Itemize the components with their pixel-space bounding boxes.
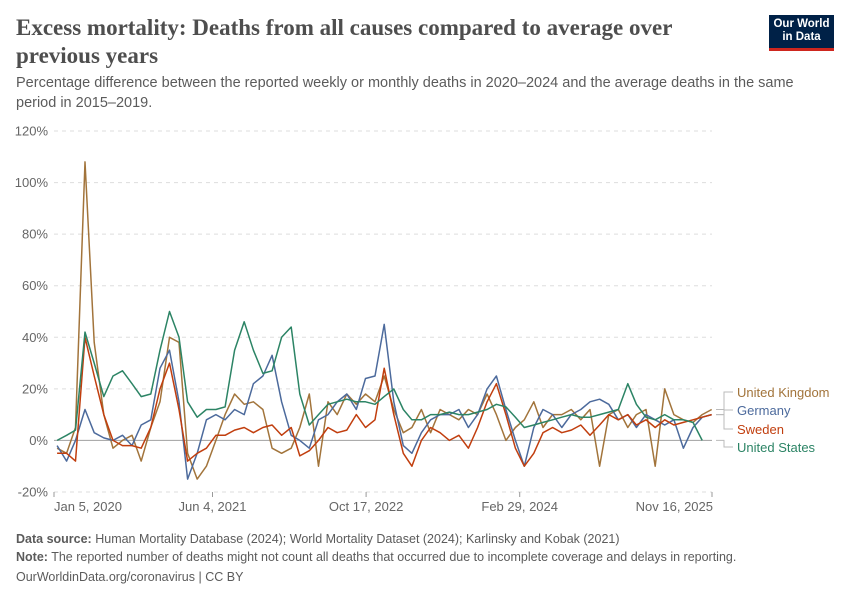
x-tick-label: Jan 5, 2020 [54, 499, 122, 514]
y-axis-tick-labels: -20% 0% 20% 40% 60% 80% 100% 120% [15, 124, 49, 500]
chart-subtitle: Percentage difference between the report… [16, 75, 794, 111]
x-tick-label: Feb 29, 2024 [481, 499, 558, 514]
legend-label[interactable]: United States [737, 440, 816, 455]
y-tick-label: 60% [22, 278, 48, 293]
data-source-text: Human Mortality Database (2024); World M… [95, 532, 620, 546]
y-tick-label: 100% [15, 175, 49, 190]
grid-lines [54, 130, 712, 493]
series-line-germany [56, 323, 712, 480]
y-tick-label: 0% [29, 433, 48, 448]
data-source-label: Data source: [16, 532, 92, 546]
y-tick-label: 20% [22, 381, 48, 396]
note-text: The reported number of deaths might not … [51, 550, 737, 564]
legend-connector [716, 414, 733, 430]
owid-logo[interactable]: Our World in Data [769, 15, 834, 51]
series-line-sweden [57, 336, 712, 467]
x-tick-label: Nov 16, 2025 [636, 499, 713, 514]
series-line-united-states [56, 310, 703, 442]
y-tick-label: 80% [22, 227, 48, 242]
legend-label[interactable]: Germany [737, 403, 791, 418]
y-tick-label: 40% [22, 330, 48, 345]
legend-connector [716, 409, 733, 416]
legend: United Kingdom Germany Sweden United States [716, 385, 830, 455]
series-line-united-kingdom [56, 161, 713, 480]
data-source: Data source: Human Mortality Database (2… [16, 532, 620, 546]
y-tick-label: 120% [15, 124, 49, 139]
legend-label[interactable]: Sweden [737, 422, 784, 437]
legend-label[interactable]: United Kingdom [737, 385, 830, 400]
source-url-link[interactable]: OurWorldinData.org/coronavirus | CC BY [16, 570, 244, 584]
x-tick-label: Jun 4, 2021 [179, 499, 247, 514]
note: Note: The reported number of deaths migh… [16, 550, 736, 564]
series-lines [56, 161, 713, 480]
note-label: Note: [16, 550, 48, 564]
legend-connector [716, 439, 733, 448]
legend-connector [716, 391, 733, 410]
x-tick-label: Oct 17, 2022 [329, 499, 403, 514]
x-axis-ticks: Jan 5, 2020 Jun 4, 2021 Oct 17, 2022 Feb 29… [53, 492, 713, 514]
chart-title: Excess mortality: Deaths from all causes… [16, 15, 672, 68]
y-tick-label: -20% [18, 485, 49, 500]
